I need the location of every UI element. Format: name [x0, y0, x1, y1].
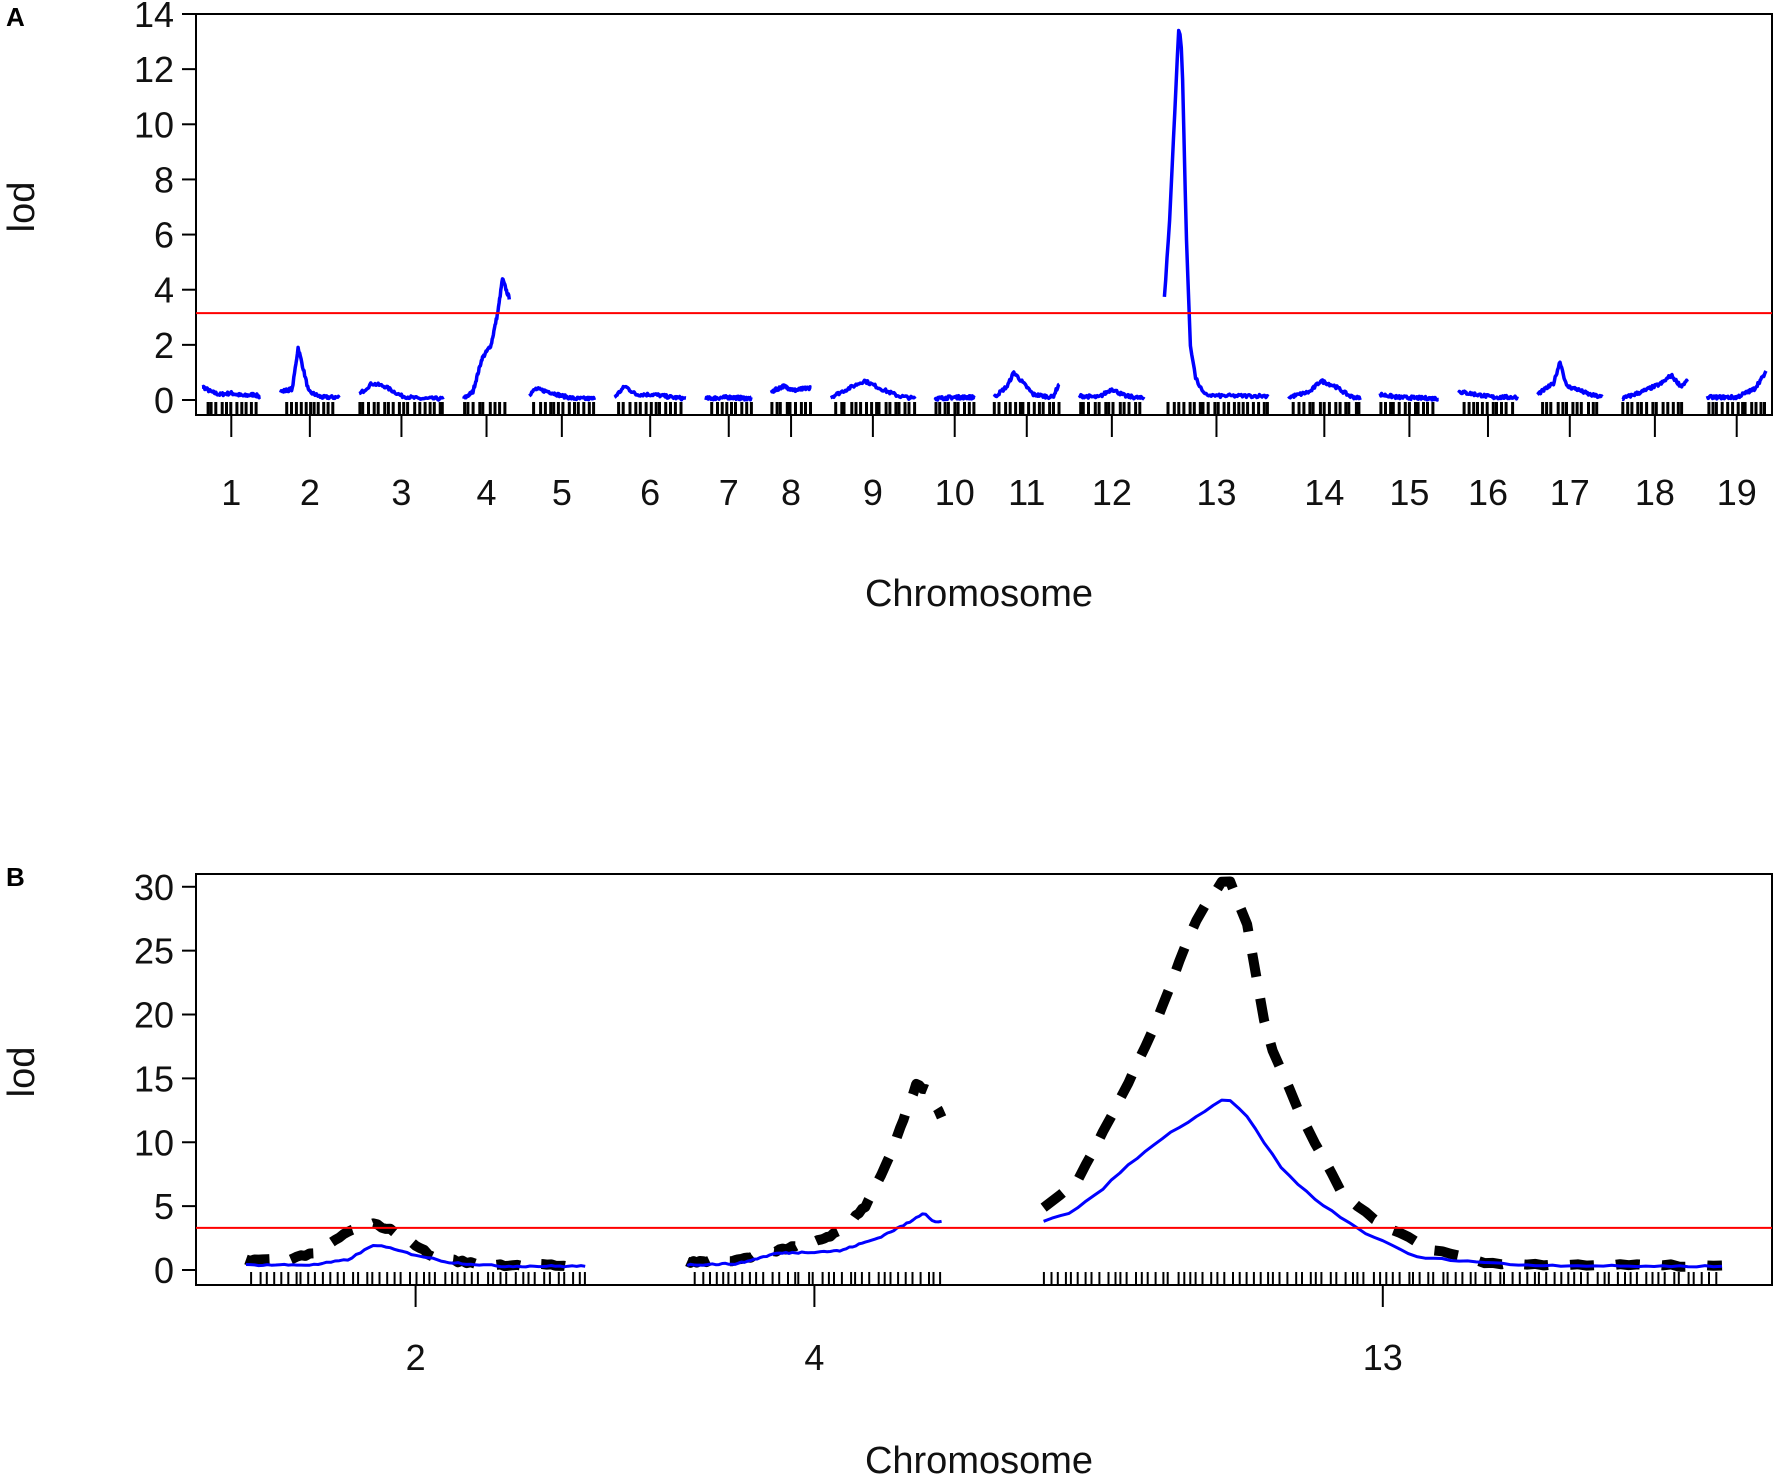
x-tick-label: 13 [1196, 472, 1236, 513]
y-axis-title: lod [1, 1047, 43, 1098]
lod-profile-line [933, 393, 976, 402]
x-tick-label: 4 [804, 1337, 824, 1378]
y-tick-label: 0 [154, 380, 174, 421]
x-tick-label: 6 [640, 472, 660, 513]
lod-profile-line [358, 381, 445, 402]
y-axis-title: lod [1, 182, 43, 233]
y-tick-label: 4 [154, 270, 174, 311]
lod-profile-line [1162, 28, 1270, 400]
x-tick-label: 5 [552, 472, 572, 513]
x-tick-label: 18 [1635, 472, 1675, 513]
lod-profile-line [1077, 387, 1146, 401]
y-tick-label: 15 [134, 1058, 174, 1099]
x-tick-label: 4 [477, 472, 497, 513]
x-tick-label: 15 [1389, 472, 1429, 513]
lod-profile-line [278, 345, 341, 401]
x-tick-label: 2 [406, 1337, 426, 1378]
y-tick-label: 30 [134, 867, 174, 908]
x-tick-label: 1 [221, 472, 241, 513]
panel-b-chart: B 0 5 10 15 20 25 30 lod Chromosome 2 4 13 [1, 862, 1773, 1478]
lod-profile-line [1536, 360, 1604, 400]
y-tick-label: 20 [134, 995, 174, 1036]
lod-profile-line [1287, 378, 1362, 401]
y-tick-label: 14 [134, 0, 174, 35]
y-tick-label: 6 [154, 215, 174, 256]
y-tick-label: 10 [134, 104, 174, 145]
y-tick-label: 2 [154, 325, 174, 366]
lod-profile-line [528, 386, 597, 402]
lod-dashed-line [1040, 876, 1723, 1272]
x-tick-label: 17 [1550, 472, 1590, 513]
x-tick-label: 7 [719, 472, 739, 513]
x-tick-label: 10 [935, 472, 975, 513]
panel-label: B [6, 862, 25, 892]
y-tick-label: 5 [154, 1186, 174, 1227]
y-tick-label: 0 [154, 1250, 174, 1291]
x-tick-label: 14 [1304, 472, 1344, 513]
lod-profile-line [992, 370, 1061, 401]
lod-dashed-line [685, 1078, 947, 1268]
lod-profile-line [613, 384, 687, 402]
lod-profile-line [769, 383, 812, 394]
lod-profile-line [200, 384, 262, 400]
lod-profile-line [1378, 391, 1440, 402]
plot-frame [195, 873, 1773, 1286]
x-tick-label: 9 [863, 472, 883, 513]
lod-solid-line [1043, 1098, 1723, 1269]
x-tick-label: 8 [781, 472, 801, 513]
y-tick-label: 10 [134, 1122, 174, 1163]
x-axis-title: Chromosome [865, 573, 1093, 615]
panel-label: A [6, 2, 25, 32]
lod-profile-line [1705, 370, 1768, 401]
x-tick-label: 19 [1717, 472, 1757, 513]
lod-solid-line [245, 1244, 586, 1269]
x-tick-label: 11 [1008, 472, 1045, 513]
lod-profile-line [462, 277, 512, 400]
x-axis-title: Chromosome [865, 1440, 1093, 1478]
lod-solid-line [686, 1212, 942, 1267]
y-tick-label: 12 [134, 49, 174, 90]
lod-profile-line [1457, 389, 1519, 401]
y-tick-label: 25 [134, 931, 174, 972]
lod-profile-line [1621, 372, 1689, 402]
lod-dashed-line [244, 1218, 588, 1272]
x-tick-label: 2 [300, 472, 320, 513]
x-tick-label: 13 [1363, 1337, 1403, 1378]
plot-frame [195, 13, 1773, 416]
lod-profile-line [829, 378, 917, 401]
lod-profile-line [704, 394, 753, 402]
x-tick-label: 12 [1092, 472, 1132, 513]
x-tick-label: 3 [391, 472, 411, 513]
y-tick-label: 8 [154, 159, 174, 200]
x-tick-label: 16 [1468, 472, 1508, 513]
